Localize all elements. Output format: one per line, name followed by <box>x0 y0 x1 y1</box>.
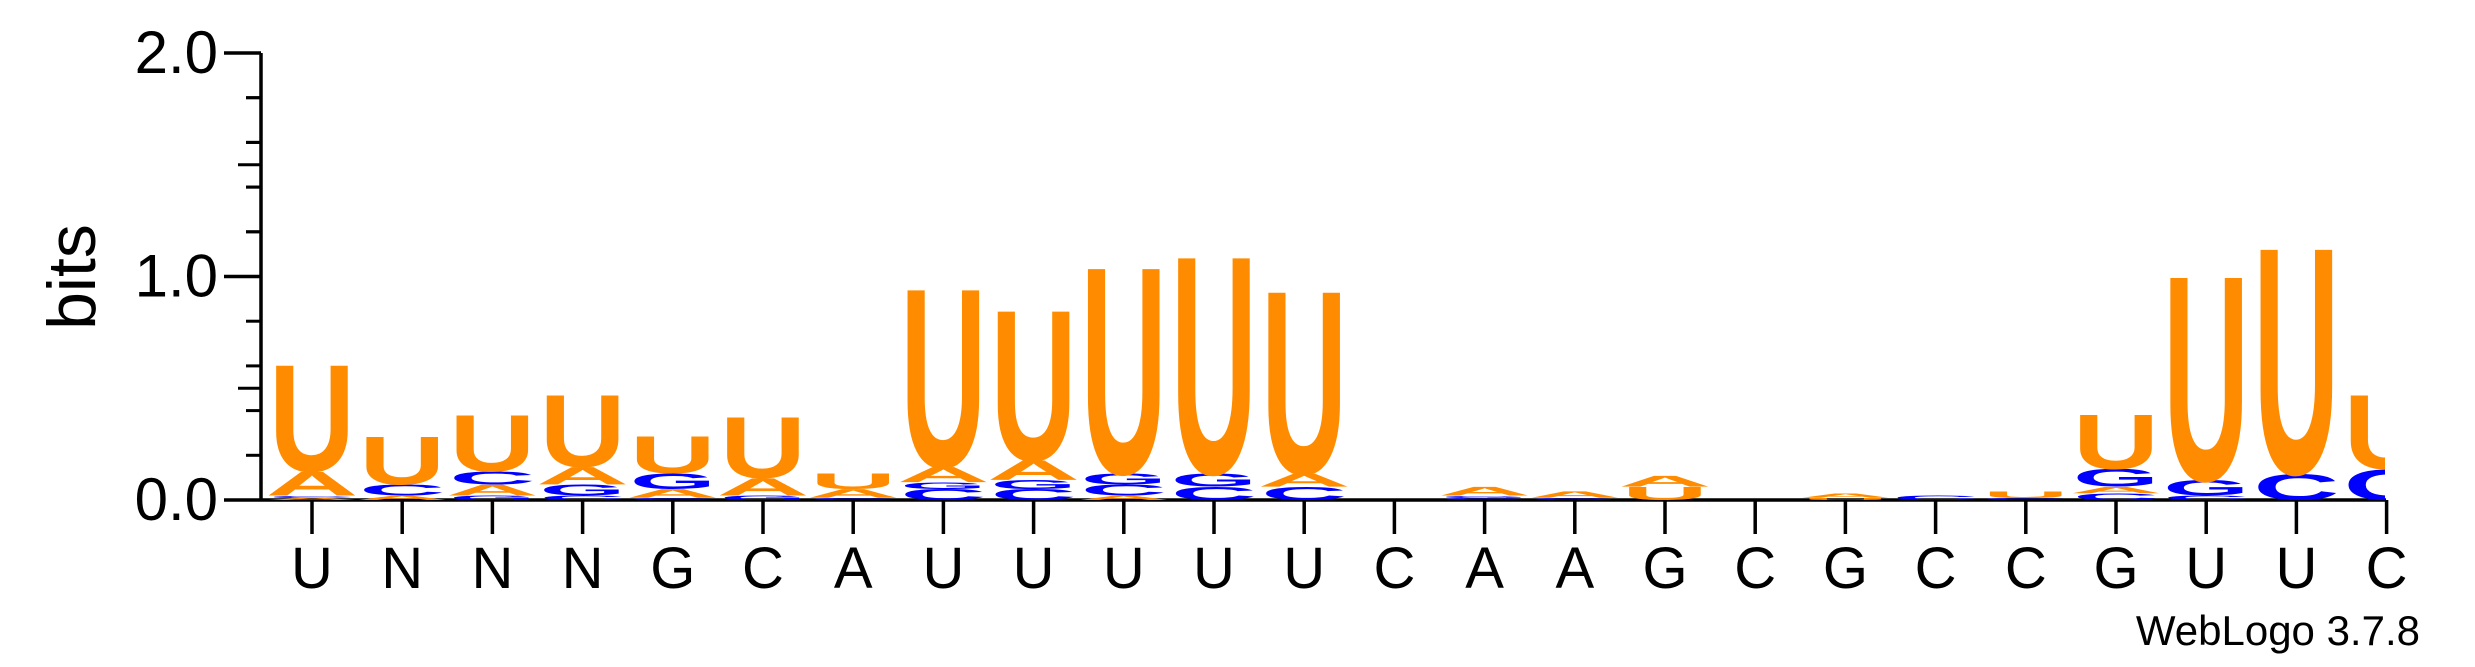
x-tick-label: U <box>922 536 964 601</box>
weblogo-version-watermark: WebLogo 3.7.8 <box>2136 607 2420 654</box>
x-tick-label: U <box>2185 536 2227 601</box>
x-tick-label: C <box>2366 536 2408 601</box>
logo-letter-U: U <box>2253 180 2339 542</box>
logo-letter-U: U <box>359 422 445 499</box>
x-tick-label: C <box>1373 536 1415 601</box>
y-tick-label: 1.0 <box>135 243 218 310</box>
x-tick-label: N <box>471 536 513 601</box>
x-tick-label: C <box>742 536 784 601</box>
logo-letter-U: U <box>900 236 986 522</box>
x-tick-label: N <box>381 536 423 601</box>
x-tick-label: G <box>650 536 695 601</box>
x-tick-label: U <box>1103 536 1145 601</box>
x-tick-label: N <box>562 536 604 601</box>
logo-letter-U: U <box>630 425 716 484</box>
logo-letter-U: U <box>991 264 1077 505</box>
y-axis-ticks: 0.0 1.0 2.0 <box>135 19 261 533</box>
x-tick-label: G <box>1642 536 1687 601</box>
logo-letter-U: U <box>1261 238 1347 530</box>
logo-letter-U: U <box>720 399 806 497</box>
logo-letter-A: A <box>1618 473 1711 490</box>
x-tick-label: C <box>1734 536 1776 601</box>
logo-letter-A: A <box>1799 492 1892 499</box>
y-axis-label: bits <box>34 224 110 330</box>
x-tick-label: G <box>2093 536 2138 601</box>
logo-letter-U: U <box>1171 192 1257 541</box>
logo-letter-A: A <box>1528 489 1621 499</box>
x-tick-label: U <box>1013 536 1055 601</box>
x-tick-label: A <box>1465 536 1504 601</box>
logo-letter-U: U <box>1081 204 1167 536</box>
logo-letter-U: U <box>2163 215 2249 543</box>
y-tick-label: 2.0 <box>135 19 218 86</box>
x-tick-label: U <box>2275 536 2317 601</box>
y-tick-label: 0.0 <box>135 466 218 533</box>
x-tick-label: U <box>291 536 333 601</box>
logo-letter-U: U <box>269 334 355 505</box>
logo-letter-U: U <box>449 398 535 489</box>
logo-letter-U: U <box>540 373 626 489</box>
x-tick-label: G <box>1823 536 1868 601</box>
x-tick-label: U <box>1193 536 1235 601</box>
x-tick-label: C <box>1915 536 1957 601</box>
logo-letter-U: U <box>2073 399 2159 486</box>
logo-letter-U: U <box>2344 373 2430 492</box>
logo-letter-U: U <box>1983 489 2069 499</box>
logo-letter-U: U <box>810 469 896 493</box>
x-tick-label: C <box>2005 536 2047 601</box>
logo-letter-A: A <box>1438 484 1531 498</box>
x-tick-label: A <box>1555 536 1594 601</box>
x-tick-label: U <box>1283 536 1325 601</box>
x-tick-label: A <box>834 536 873 601</box>
